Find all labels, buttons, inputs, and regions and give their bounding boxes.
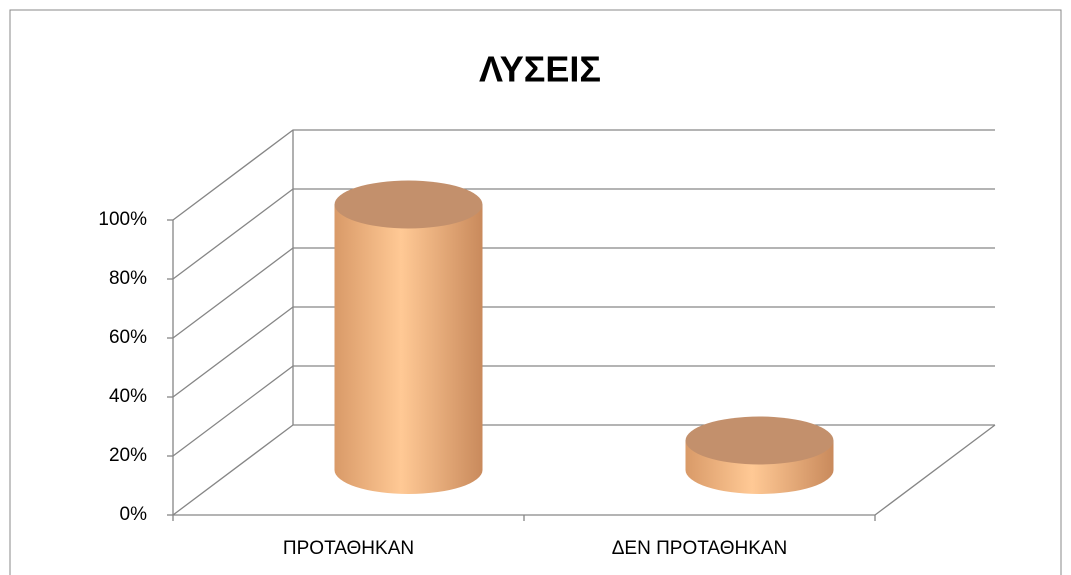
grid-line [172,306,995,398]
y-tick-label: 100% [98,209,147,230]
grid-line [172,129,995,221]
grid-line [172,247,995,339]
chart-frame [9,9,1062,575]
y-tick-label: 0% [120,504,148,525]
chart-title: ΛΥΣΕΙΣ [479,49,601,90]
bar [685,416,834,494]
y-tick-label: 20% [109,445,147,466]
x-tick-label: ΠΡΟΤΑΘΗΚΑΝ [283,538,414,559]
y-tick-label: 40% [109,386,147,407]
grid-line [172,424,995,516]
grid-line [172,365,995,457]
floor [173,424,996,516]
y-tick-label: 80% [109,268,147,289]
bar [334,180,483,494]
grid-line [172,188,995,280]
y-tick-label: 60% [109,327,147,348]
x-tick-label: ΔΕΝ ΠΡΟΤΑΘΗΚΑΝ [612,538,788,559]
